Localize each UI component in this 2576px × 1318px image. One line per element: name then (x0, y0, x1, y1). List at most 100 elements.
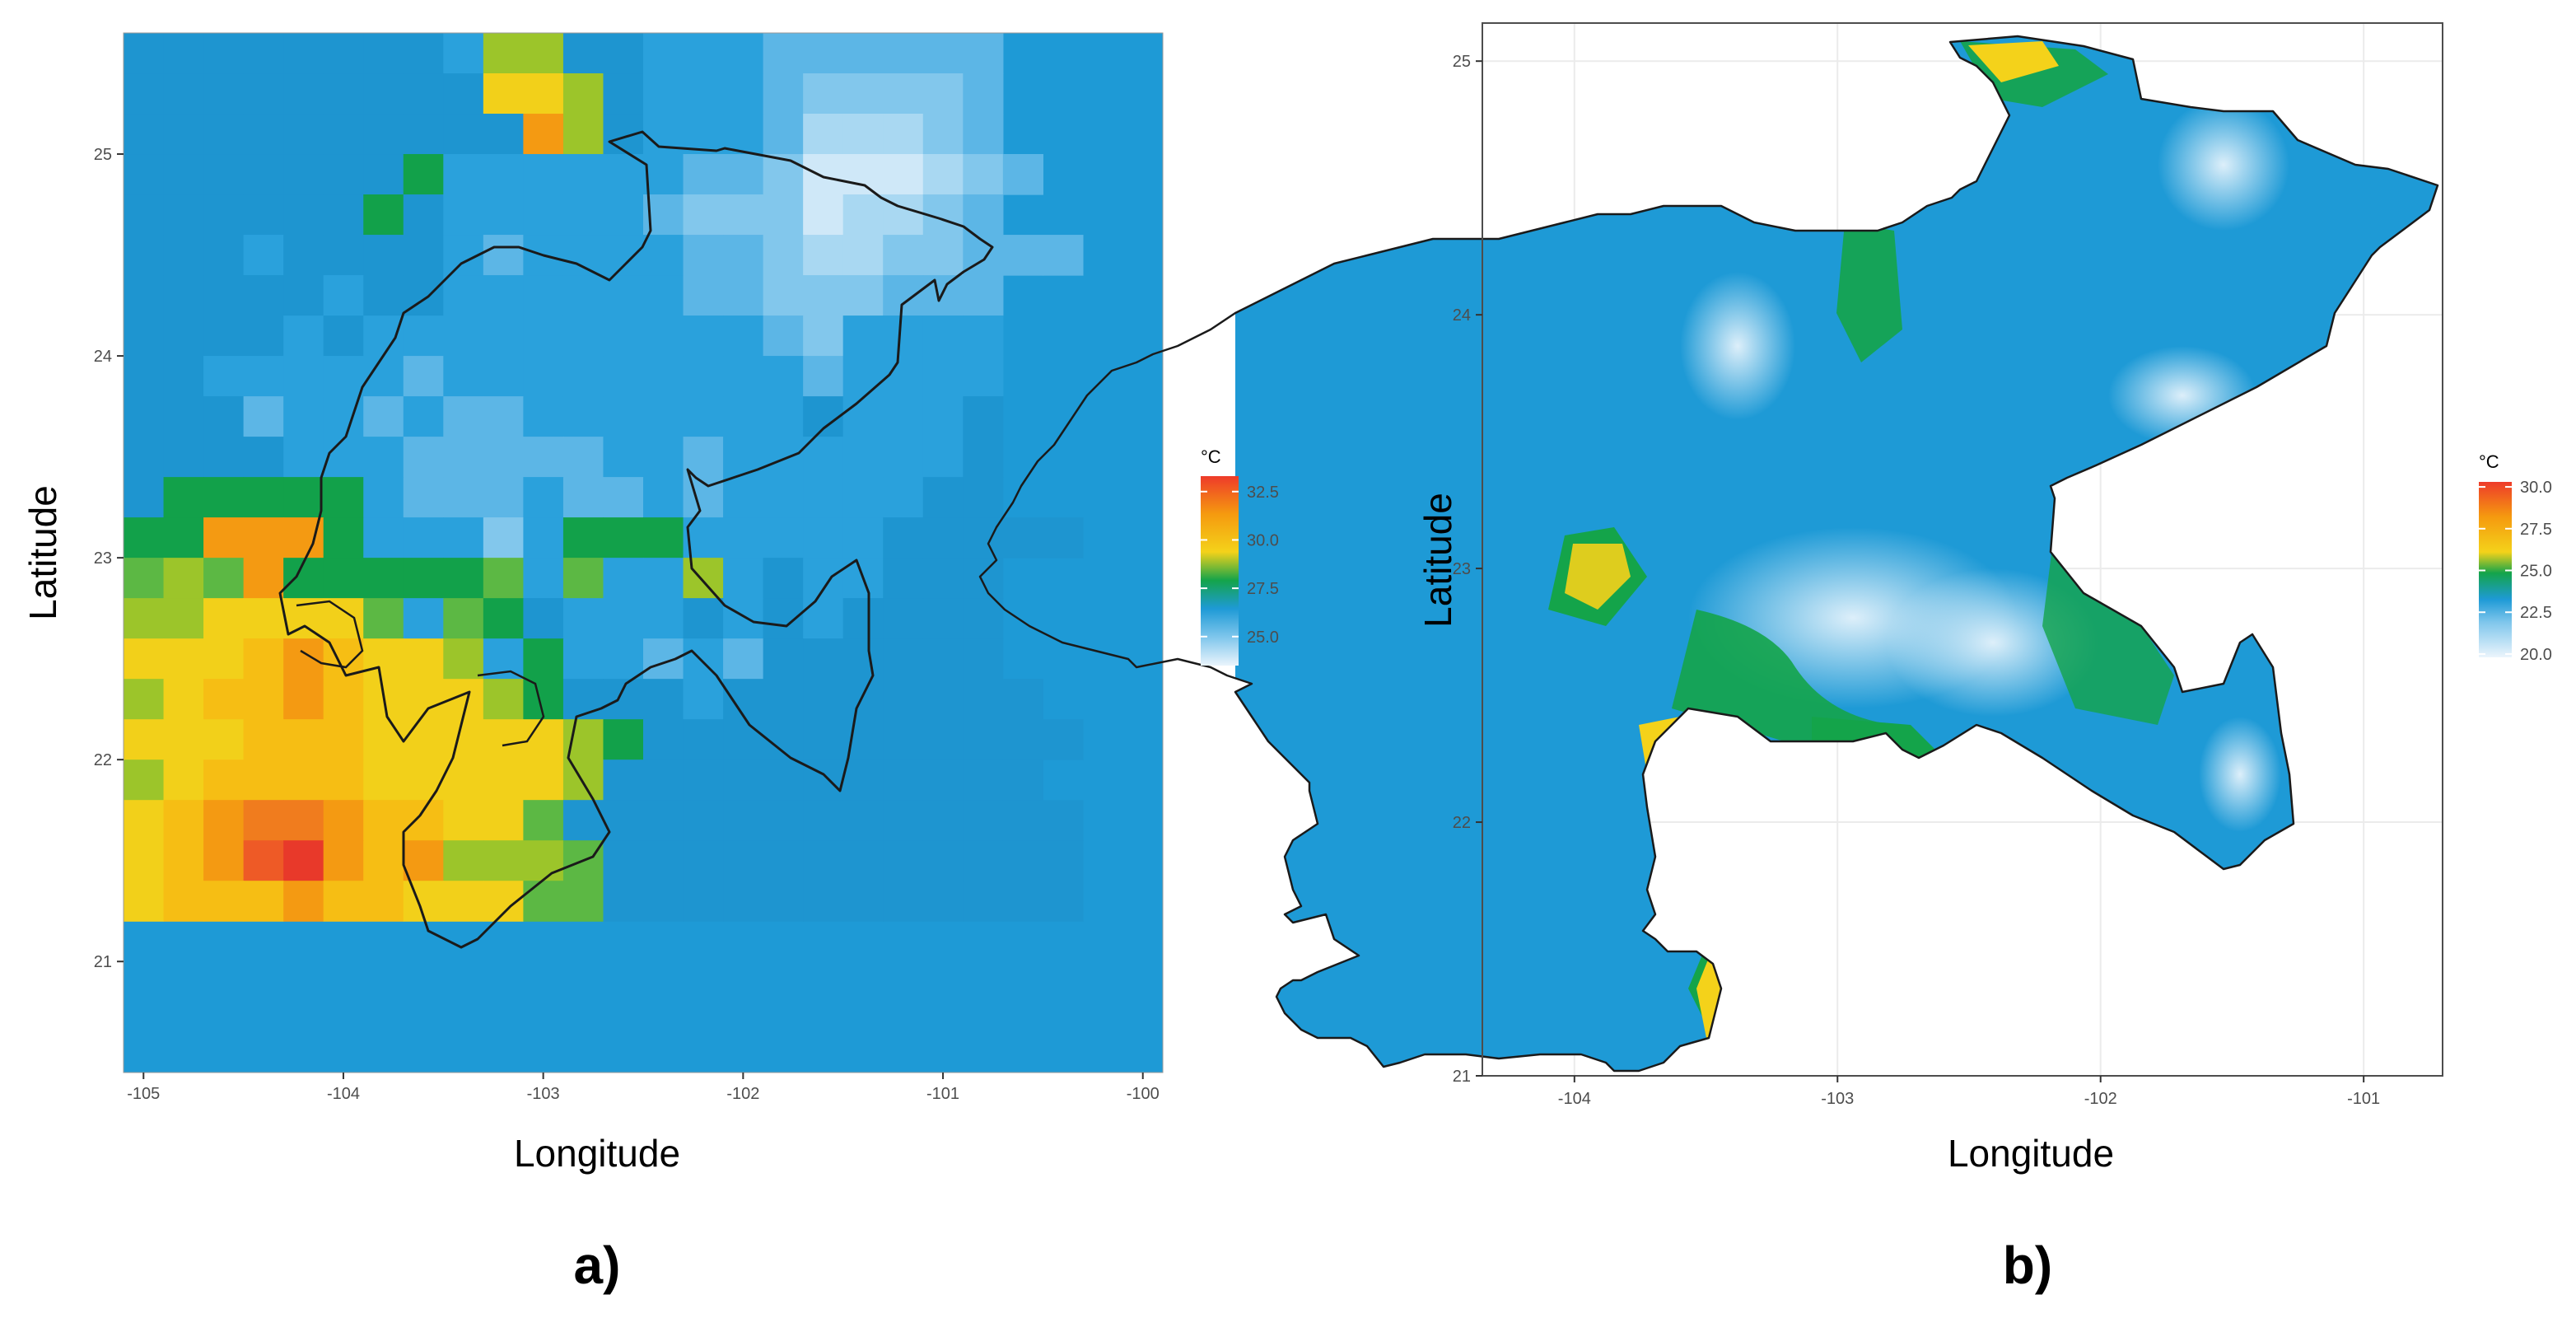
grid-cell (883, 437, 924, 478)
grid-cell (603, 73, 644, 115)
grid-cell (203, 800, 245, 841)
grid-cell (283, 800, 324, 841)
grid-cell (803, 719, 844, 760)
grid-cell (323, 114, 364, 155)
grid-cell (403, 194, 444, 236)
grid-cell (363, 275, 404, 316)
panel-b-axes: -104 -103 -102 -101 21 22 23 24 25 (1453, 53, 2380, 1108)
grid-cell (523, 194, 564, 236)
grid-cell (603, 840, 644, 881)
grid-cell (124, 235, 165, 276)
panel-b-legend-title: °C (2479, 451, 2499, 472)
grid-cell (523, 437, 564, 478)
grid-cell (723, 517, 764, 559)
grid-cell (443, 638, 484, 680)
grid-cell (723, 154, 764, 195)
grid-cell (403, 719, 444, 760)
grid-cell (403, 638, 444, 680)
grid-cell (203, 840, 245, 881)
grid-cell (842, 194, 884, 236)
grid-cell (243, 315, 284, 357)
grid-cell (483, 679, 524, 720)
grid-cell (483, 719, 524, 760)
grid-cell (842, 759, 884, 801)
grid-cell (163, 840, 204, 881)
grid-cell (803, 598, 844, 639)
legend-tick-label: 25.0 (1247, 629, 1279, 647)
grid-cell (403, 800, 444, 841)
grid-cell (963, 396, 1004, 437)
grid-cell (922, 114, 964, 155)
grid-cell (562, 275, 604, 316)
grid-cell (243, 719, 284, 760)
grid-cell (603, 235, 644, 276)
grid-cell (403, 598, 444, 639)
grid-cell (163, 235, 204, 276)
grid-cell (283, 679, 324, 720)
grid-cell (163, 73, 204, 115)
grid-cell (443, 396, 484, 437)
grid-cell (443, 598, 484, 639)
grid-cell (883, 679, 924, 720)
grid-cell (922, 437, 964, 478)
grid-cell (403, 315, 444, 357)
grid-cell (483, 477, 524, 518)
grid-cell (1002, 881, 1043, 922)
grid-cell (203, 33, 245, 74)
grid-cell (883, 881, 924, 922)
grid-cell (842, 638, 884, 680)
grid-cell (1043, 800, 1084, 841)
grid-cell (963, 881, 1004, 922)
grid-cell (323, 800, 364, 841)
y-tick-label: 23 (1453, 560, 1471, 578)
panel-a-axes: -105 -104 -103 -102 -101 -100 21 22 23 24 25 (94, 146, 1160, 1103)
grid-cell (963, 679, 1004, 720)
grid-cell (803, 881, 844, 922)
grid-cell (643, 719, 684, 760)
grid-cell (963, 114, 1004, 155)
grid-cell (643, 558, 684, 599)
grid-cell (203, 73, 245, 115)
grid-cell (922, 517, 964, 559)
grid-cell (763, 598, 804, 639)
grid-cell (243, 638, 284, 680)
grid-cell (763, 437, 804, 478)
grid-cell (403, 356, 444, 397)
grid-cell (922, 558, 964, 599)
grid-cell (124, 73, 165, 115)
grid-cell (443, 275, 484, 316)
y-tick-label: 25 (94, 146, 112, 164)
panel-b-colorbar (2479, 482, 2512, 657)
grid-cell (603, 315, 644, 357)
grid-cell (723, 235, 764, 276)
grid-cell (883, 719, 924, 760)
grid-cell (922, 33, 964, 74)
grid-cell (883, 33, 924, 74)
grid-cell (124, 114, 165, 155)
grid-cell (922, 73, 964, 115)
grid-cell (1002, 235, 1043, 276)
grid-cell (203, 638, 245, 680)
grid-cell (603, 477, 644, 518)
grid-cell (203, 558, 245, 599)
grid-cell (683, 638, 724, 680)
grid-cell (922, 679, 964, 720)
grid-cell (243, 679, 284, 720)
grid-cell (163, 33, 204, 74)
legend-tick-label: 25.0 (2520, 563, 2552, 581)
grid-cell (763, 679, 804, 720)
grid-cell (883, 759, 924, 801)
grid-cell (723, 477, 764, 518)
x-tick-label: -101 (926, 1085, 959, 1103)
y-tick-label: 25 (1453, 53, 1471, 71)
grid-cell (363, 396, 404, 437)
grid-cell (443, 719, 484, 760)
grid-cell (763, 114, 804, 155)
grid-cell (603, 396, 644, 437)
grid-cell (803, 840, 844, 881)
panel-a-grid-cells (124, 33, 1084, 922)
grid-cell (483, 558, 524, 599)
grid-cell (483, 235, 524, 276)
grid-cell (803, 114, 844, 155)
grid-cell (203, 356, 245, 397)
